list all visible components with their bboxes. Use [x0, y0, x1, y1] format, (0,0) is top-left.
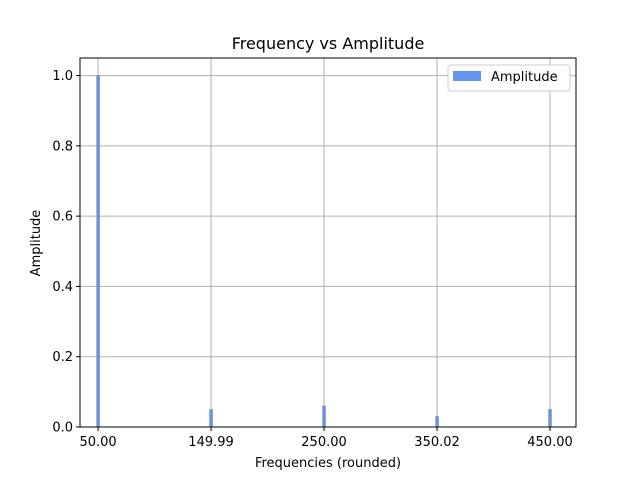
bar	[96, 75, 100, 428]
y-tick-label: 0.2	[52, 350, 73, 365]
y-tick-label: 0.4	[52, 280, 73, 295]
legend-label: Amplitude	[491, 70, 558, 85]
legend: Amplitude	[447, 64, 571, 92]
bar	[209, 409, 213, 428]
x-axis-ticks: 50.00 149.99 250.00 350.02 450.00	[79, 427, 573, 450]
x-tick-label: 149.99	[188, 435, 234, 450]
y-axis-ticks: 0.0 0.2 0.4 0.6 0.8 1.0	[52, 69, 80, 436]
x-tick-label: 250.00	[301, 435, 347, 450]
y-axis-label: Amplitude	[29, 210, 44, 277]
y-tick-label: 0.8	[52, 139, 73, 154]
x-axis-label: Frequencies (rounded)	[255, 456, 401, 471]
plot-frame	[79, 57, 577, 428]
bar	[435, 416, 439, 428]
y-tick-label: 0.6	[52, 210, 73, 225]
y-tick-label: 0.0	[52, 421, 73, 436]
x-tick-label: 350.02	[414, 435, 460, 450]
x-tick-label: 50.00	[79, 435, 116, 450]
bar	[548, 409, 552, 428]
legend-swatch	[453, 71, 481, 81]
x-tick-label: 450.00	[527, 435, 573, 450]
bar	[322, 405, 326, 428]
chart-title: Frequency vs Amplitude	[232, 34, 425, 53]
y-tick-label: 1.0	[52, 69, 73, 84]
grid-lines	[80, 58, 576, 428]
